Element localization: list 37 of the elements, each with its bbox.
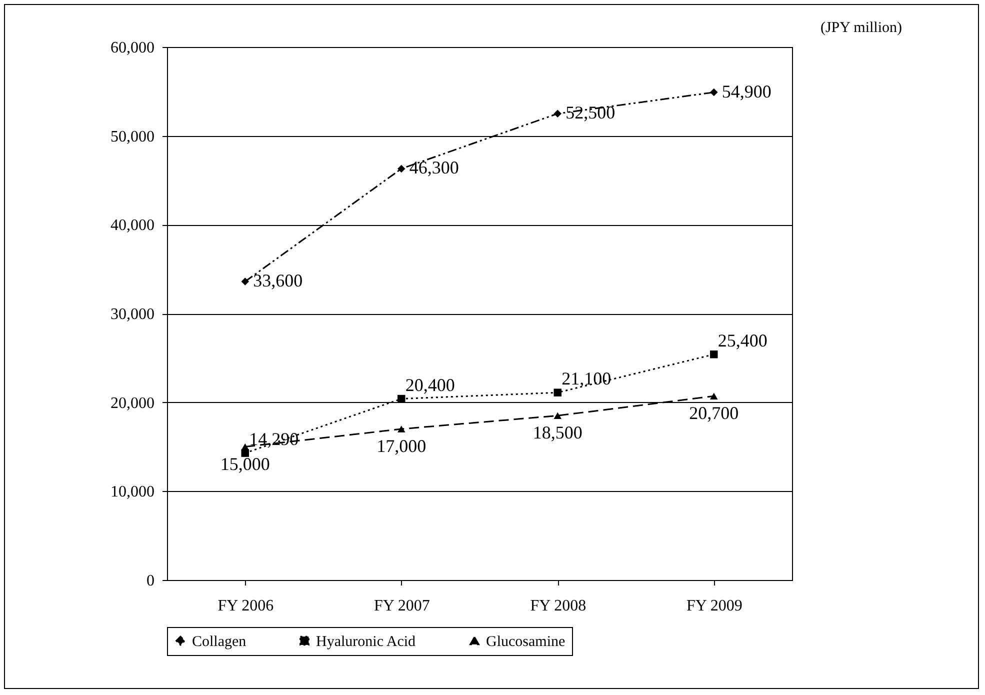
y-tick-label: 40,000	[110, 217, 154, 234]
y-tick-label: 10,000	[110, 484, 154, 501]
x-tick-label: FY 2007	[374, 598, 430, 614]
data-label: 20,700	[689, 403, 739, 424]
point	[554, 110, 562, 118]
data-label: 18,500	[532, 422, 582, 443]
data-label: 20,400	[405, 374, 455, 395]
data-label: 52,500	[566, 102, 616, 123]
y-tick-label: 20,000	[110, 394, 154, 412]
data-label: 17,000	[376, 436, 426, 456]
y-tick-label: 30,000	[110, 306, 154, 323]
point	[554, 412, 562, 420]
x-tick-label: FY 2009	[686, 598, 742, 614]
data-label: 33,600	[253, 270, 303, 291]
y-tick-label: 50,000	[110, 128, 154, 146]
point	[398, 426, 406, 432]
x-tick-label: FY 2008	[530, 598, 586, 614]
point	[398, 164, 406, 173]
data-label: 46,300	[409, 158, 459, 178]
text: (JPY million)	[820, 20, 902, 36]
legend-label: Hyaluronic Acid	[316, 634, 416, 650]
point	[710, 88, 718, 96]
point	[710, 392, 718, 400]
legend-label: Glucosamine	[486, 634, 566, 650]
x-tick-label: FY 2006	[218, 598, 274, 614]
point	[241, 278, 249, 286]
legend-label: Collagen	[192, 634, 247, 650]
data-label: 21,100	[562, 368, 612, 389]
data-label: 25,400	[718, 330, 768, 350]
point	[398, 394, 406, 403]
data-label: 54,900	[722, 81, 772, 102]
y-tick-label: 60,000	[110, 40, 154, 56]
point	[554, 388, 562, 396]
point	[710, 350, 718, 358]
y-tick-label: 0	[146, 572, 154, 590]
data-label: 15,000	[220, 454, 270, 474]
point	[241, 443, 249, 450]
